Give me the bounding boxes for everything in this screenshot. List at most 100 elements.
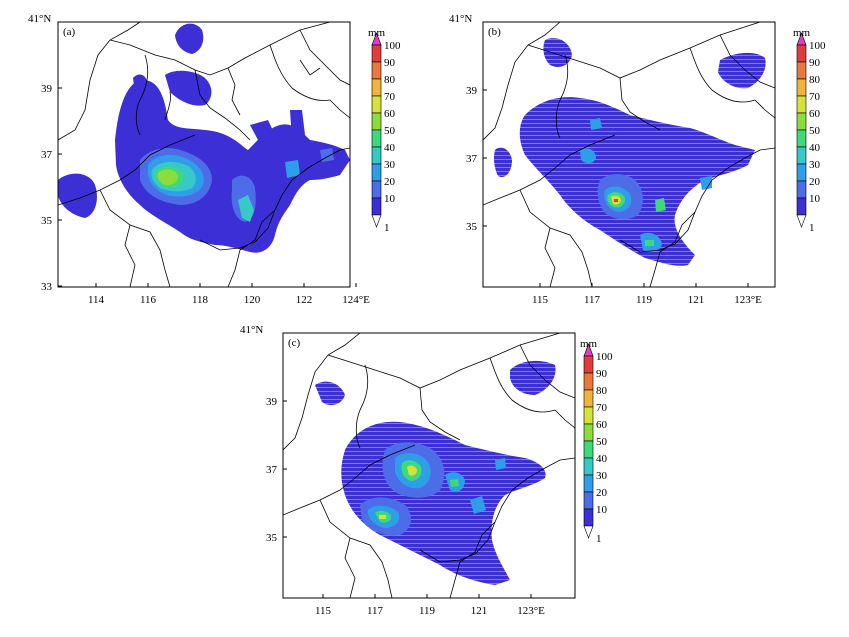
colorbar-segment (796, 146, 807, 165)
panel-b-label: (b) (488, 26, 501, 38)
x-tick-label: 118 (192, 294, 209, 306)
colorbar-segment (371, 61, 382, 80)
panel-b-rain-field (494, 38, 766, 266)
x-tick-label: 124°E (342, 294, 370, 306)
colorbar-segment (583, 423, 594, 442)
x-tick-label: 116 (140, 294, 157, 306)
colorbar-segment (371, 78, 382, 97)
y-tick-label: 35 (466, 221, 478, 233)
colorbar-level-label: 10 (596, 504, 608, 516)
panel-b-frame (482, 21, 776, 288)
x-tick-label: 122 (296, 294, 313, 306)
colorbar-segment (796, 61, 807, 80)
colorbar-level-label: 1 (384, 222, 390, 234)
y-tick-label: 39 (266, 396, 278, 408)
colorbar-level-label: 20 (384, 176, 396, 188)
panel-a-boundaries (58, 22, 350, 287)
colorbar-segment (796, 78, 807, 97)
colorbar-level-label: 90 (384, 57, 396, 69)
colorbar-level-label: 40 (384, 142, 396, 154)
colorbar-level-label: 80 (596, 385, 608, 397)
x-tick-label: 121 (688, 294, 705, 306)
panel-b-ticks: 115 117 119 121 123°E 39 37 35 (466, 85, 762, 306)
x-tick-label: 117 (367, 605, 384, 617)
y-tick-label: 37 (266, 464, 278, 476)
panel-b-boundaries (483, 22, 775, 287)
y-tick-label: 37 (466, 153, 478, 165)
x-tick-label: 115 (315, 605, 332, 617)
colorbar-segment (371, 112, 382, 131)
colorbar-level-label: 60 (384, 108, 396, 120)
x-tick-label: 123°E (517, 605, 545, 617)
colorbar-level-label: 100 (809, 40, 826, 52)
colorbar-segment (583, 389, 594, 408)
panel-a-colorbar: mm1009080706050403020101 (368, 27, 401, 234)
x-tick-label: 115 (532, 294, 549, 306)
colorbar-level-label: 50 (384, 125, 396, 137)
panel-c-colorbar: mm1009080706050403020101 (580, 338, 613, 545)
colorbar-level-label: 1 (809, 222, 815, 234)
panel-a-corner-lat: 41°N (28, 13, 51, 25)
colorbar-level-label: 50 (809, 125, 821, 137)
colorbar-min-arrow (583, 525, 594, 539)
colorbar-level-label: 50 (596, 436, 608, 448)
x-tick-label: 123°E (734, 294, 762, 306)
x-tick-label: 120 (244, 294, 261, 306)
x-tick-label: 114 (88, 294, 105, 306)
panel-a-rain-field (58, 23, 350, 253)
colorbar-level-label: 20 (809, 176, 821, 188)
colorbar-segment (371, 44, 382, 63)
colorbar-segment (796, 129, 807, 148)
y-tick-label: 37 (41, 149, 53, 161)
colorbar-level-label: 60 (809, 108, 821, 120)
colorbar-segment (583, 457, 594, 476)
panel-a-ticks: 114 116 118 120 122 124°E 39 37 35 33 (41, 83, 370, 306)
colorbar-segment (371, 146, 382, 165)
x-tick-label: 119 (419, 605, 436, 617)
colorbar-level-label: 80 (384, 74, 396, 86)
y-tick-label: 35 (41, 215, 53, 227)
colorbar-segment (796, 163, 807, 182)
colorbar-level-label: 40 (809, 142, 821, 154)
panel-b-corner-lat: 41°N (449, 13, 472, 25)
colorbar-min-arrow (371, 214, 382, 228)
colorbar-level-label: 30 (384, 159, 396, 171)
colorbar-level-label: 90 (596, 368, 608, 380)
panel-c-rain-field (315, 360, 556, 585)
colorbar-segment (583, 491, 594, 510)
colorbar-segment (796, 112, 807, 131)
colorbar-segment (583, 406, 594, 425)
panel-c-map (283, 333, 575, 598)
colorbar-segment (371, 95, 382, 114)
colorbar-segment (796, 180, 807, 199)
colorbar-level-label: 30 (596, 470, 608, 482)
colorbar-level-label: 100 (384, 40, 401, 52)
colorbar-segment (583, 474, 594, 493)
y-tick-label: 35 (266, 532, 278, 544)
y-tick-label: 33 (41, 281, 53, 293)
colorbar-level-label: 100 (596, 351, 613, 363)
x-tick-label: 121 (471, 605, 488, 617)
y-tick-label: 39 (466, 85, 478, 97)
panel-c-corner-lat: 41°N (240, 324, 263, 336)
colorbar-segment (583, 508, 594, 527)
panel-a-label: (a) (63, 26, 76, 38)
colorbar-level-label: 40 (596, 453, 608, 465)
colorbar-level-label: 70 (596, 402, 608, 414)
colorbar-segment (371, 197, 382, 216)
colorbar-segment (371, 180, 382, 199)
colorbar-segment (583, 440, 594, 459)
panel-c-frame (282, 332, 576, 599)
colorbar-segment (371, 163, 382, 182)
colorbar-level-label: 70 (809, 91, 821, 103)
colorbar-level-label: 60 (596, 419, 608, 431)
colorbar-level-label: 30 (809, 159, 821, 171)
x-tick-label: 117 (584, 294, 601, 306)
colorbar-level-label: 80 (809, 74, 821, 86)
panel-c-label: (c) (288, 337, 301, 349)
colorbar-segment (583, 372, 594, 391)
